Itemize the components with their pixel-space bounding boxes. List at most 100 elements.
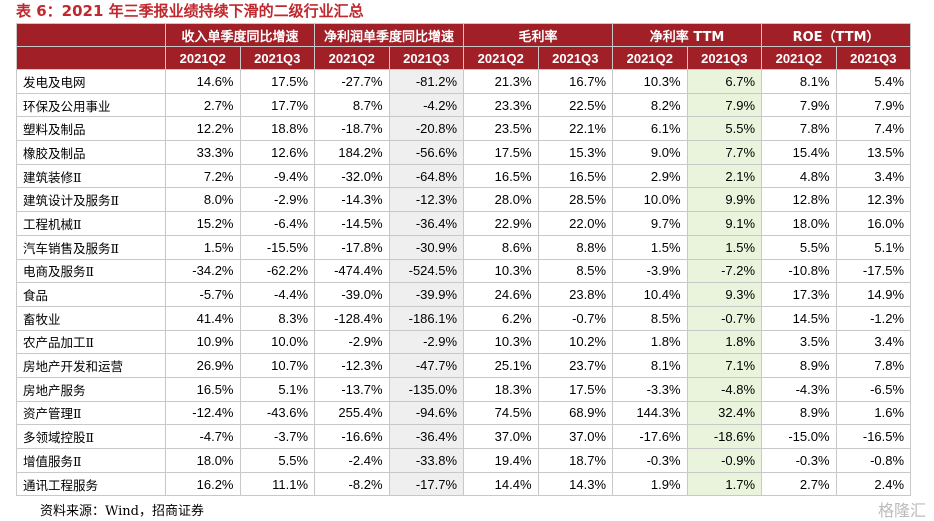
industry-name: 多领域控股Ⅱ	[16, 424, 166, 449]
source-note: 资料来源：Wind，招商证券	[40, 504, 204, 519]
value-cell: 22.5%	[537, 92, 614, 118]
value-cell: -0.7%	[686, 305, 763, 331]
value-cell: 17.5%	[463, 140, 539, 165]
value-cell: 37.0%	[463, 424, 539, 449]
value-cell: -13.7%	[314, 376, 390, 402]
value-cell: 8.5%	[537, 258, 614, 284]
value-cell: -15.5%	[239, 234, 316, 260]
table-row: 电商及服务Ⅱ -34.2% -62.2% -474.4% -524.5% 10.3% 8.5…	[16, 258, 912, 284]
value-cell: -20.8%	[388, 116, 465, 142]
value-cell: 7.8%	[761, 116, 837, 142]
value-cell: 2.7%	[165, 92, 241, 118]
value-cell: 15.2%	[165, 211, 241, 236]
value-cell: 8.5%	[612, 305, 688, 331]
group-header: 净利润单季度同比增速	[314, 23, 465, 47]
value-cell: 7.4%	[835, 116, 912, 142]
value-cell: -12.4%	[165, 400, 241, 426]
value-cell: 10.0%	[239, 329, 316, 355]
value-cell: -186.1%	[388, 305, 465, 331]
table-row: 塑料及制品 12.2% 18.8% -18.7% -20.8% 23.5% 22.1% 6.1…	[16, 116, 912, 142]
value-cell: 12.6%	[239, 140, 316, 165]
value-cell: 24.6%	[463, 282, 539, 307]
value-cell: -474.4%	[314, 258, 390, 284]
value-cell: 21.3%	[463, 69, 539, 94]
value-cell: 8.3%	[239, 305, 316, 331]
table-row: 建筑装修Ⅱ 7.2% -9.4% -32.0% -64.8% 16.5% 16.5% 2.9%…	[16, 163, 912, 189]
value-cell: 7.7%	[686, 140, 763, 165]
value-cell: 5.4%	[835, 69, 912, 94]
value-cell: 22.0%	[537, 211, 614, 236]
value-cell: 5.5%	[761, 234, 837, 260]
value-cell: -18.7%	[314, 116, 390, 142]
table-row: 农产品加工Ⅱ 10.9% 10.0% -2.9% -2.9% 10.3% 10.2% 1.8%…	[16, 329, 912, 355]
value-cell: -3.3%	[612, 376, 688, 402]
value-cell: 10.3%	[612, 69, 688, 94]
industry-name: 增值服务Ⅱ	[16, 448, 166, 473]
value-cell: 18.8%	[239, 116, 316, 142]
value-cell: 7.9%	[761, 92, 837, 118]
value-cell: 9.0%	[612, 140, 688, 165]
value-cell: -4.7%	[165, 424, 241, 449]
value-cell: -17.7%	[388, 471, 465, 497]
value-cell: 7.2%	[165, 163, 241, 189]
value-cell: -17.5%	[835, 258, 912, 284]
value-cell: -17.6%	[612, 424, 688, 449]
value-cell: 19.4%	[463, 448, 539, 473]
group-header: 毛利率	[463, 23, 614, 47]
value-cell: 22.9%	[463, 211, 539, 236]
value-cell: 32.4%	[686, 400, 763, 426]
value-cell: 3.4%	[835, 329, 912, 355]
value-cell: 28.5%	[537, 187, 614, 213]
table-row: 多领域控股Ⅱ -4.7% -3.7% -16.6% -36.4% 37.0% 37.0% -1…	[16, 424, 912, 449]
value-cell: -64.8%	[388, 163, 465, 189]
value-cell: 23.3%	[463, 92, 539, 118]
value-cell: -5.7%	[165, 282, 241, 307]
value-cell: 8.9%	[761, 400, 837, 426]
value-cell: 1.9%	[612, 471, 688, 497]
value-cell: -4.4%	[239, 282, 316, 307]
value-cell: 16.5%	[165, 376, 241, 402]
value-cell: -3.7%	[239, 424, 316, 449]
period-header: 2021Q3	[537, 46, 614, 70]
table-row: 发电及电网 14.6% 17.5% -27.7% -81.2% 21.3% 16.7% 10.…	[16, 69, 912, 94]
group-header-row: 收入单季度同比增速 净利润单季度同比增速 毛利率 净利率 TTM ROE（TTM）	[16, 23, 912, 47]
value-cell: 9.1%	[686, 211, 763, 236]
value-cell: 17.7%	[239, 92, 316, 118]
table-row: 建筑设计及服务Ⅱ 8.0% -2.9% -14.3% -12.3% 28.0% 28.5% 1…	[16, 187, 912, 213]
value-cell: 8.7%	[314, 92, 390, 118]
value-cell: 255.4%	[314, 400, 390, 426]
value-cell: -27.7%	[314, 69, 390, 94]
value-cell: -0.8%	[835, 448, 912, 473]
table-row: 食品 -5.7% -4.4% -39.0% -39.9% 24.6% 23.8% 10.4% 9…	[16, 282, 912, 307]
value-cell: -0.7%	[537, 305, 614, 331]
value-cell: -524.5%	[388, 258, 465, 284]
value-cell: -17.8%	[314, 234, 390, 260]
value-cell: 16.7%	[537, 69, 614, 94]
value-cell: 1.5%	[165, 234, 241, 260]
value-cell: -2.9%	[388, 329, 465, 355]
value-cell: -4.8%	[686, 376, 763, 402]
value-cell: -6.4%	[239, 211, 316, 236]
sub-header-row: 2021Q2 2021Q3 2021Q2 2021Q3 2021Q2 2021Q3 2021…	[16, 46, 912, 70]
period-header: 2021Q2	[165, 46, 241, 70]
value-cell: -16.6%	[314, 424, 390, 449]
period-header: 2021Q3	[686, 46, 763, 70]
value-cell: 5.1%	[239, 376, 316, 402]
table-head: 收入单季度同比增速 净利润单季度同比增速 毛利率 净利率 TTM ROE（TTM） 20…	[16, 23, 912, 70]
industry-name: 畜牧业	[16, 305, 166, 331]
value-cell: 1.8%	[612, 329, 688, 355]
value-cell: 16.2%	[165, 471, 241, 497]
value-cell: -0.9%	[686, 448, 763, 473]
value-cell: 10.2%	[537, 329, 614, 355]
group-header: 收入单季度同比增速	[164, 23, 316, 47]
value-cell: -10.8%	[761, 258, 837, 284]
value-cell: -12.3%	[314, 353, 390, 378]
value-cell: 11.1%	[239, 471, 316, 497]
value-cell: 18.7%	[537, 448, 614, 473]
value-cell: 18.0%	[761, 211, 837, 236]
period-header: 2021Q2	[612, 46, 688, 70]
value-cell: 6.1%	[612, 116, 688, 142]
value-cell: 16.0%	[835, 211, 912, 236]
value-cell: 9.3%	[686, 282, 763, 307]
period-header: 2021Q3	[835, 46, 912, 70]
